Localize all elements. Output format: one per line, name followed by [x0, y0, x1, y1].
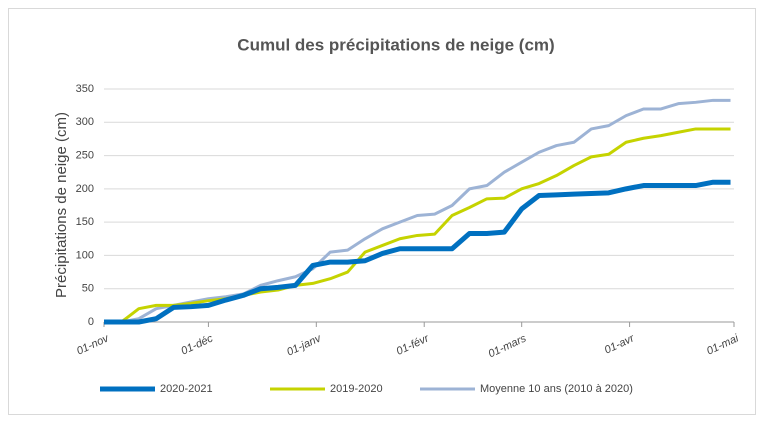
series-line: [104, 179, 731, 325]
y-axis-title: Précipitations de neige (cm): [53, 112, 70, 298]
chart-title: Cumul des précipitations de neige (cm): [237, 35, 554, 54]
y-tick-label: 250: [76, 149, 94, 161]
y-tick-label: 0: [88, 316, 94, 328]
series-line: [104, 127, 731, 324]
chart-frame: [8, 8, 756, 415]
y-tick-label: 350: [76, 83, 94, 95]
y-tick-label: 100: [76, 249, 94, 261]
legend-label: Moyenne 10 ans (2010 à 2020): [480, 383, 633, 395]
legend-label: 2020-2021: [160, 383, 213, 395]
y-tick-label: 300: [76, 116, 94, 128]
y-tick-label: 150: [76, 216, 94, 228]
legend-label: 2019-2020: [330, 383, 383, 395]
y-tick-label: 50: [82, 283, 94, 295]
y-tick-label: 200: [76, 183, 94, 195]
series-line: [104, 98, 731, 324]
